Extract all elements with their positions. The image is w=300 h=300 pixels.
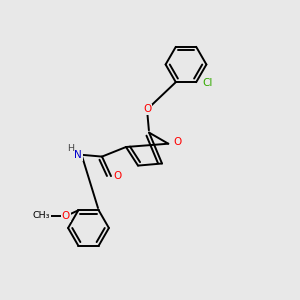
- Text: O: O: [143, 104, 151, 115]
- Text: Cl: Cl: [202, 78, 213, 88]
- Text: O: O: [113, 171, 122, 181]
- Text: O: O: [173, 137, 182, 147]
- Text: H: H: [68, 144, 75, 153]
- Text: O: O: [62, 211, 70, 221]
- Text: N: N: [74, 150, 82, 160]
- Text: CH₃: CH₃: [32, 212, 50, 220]
